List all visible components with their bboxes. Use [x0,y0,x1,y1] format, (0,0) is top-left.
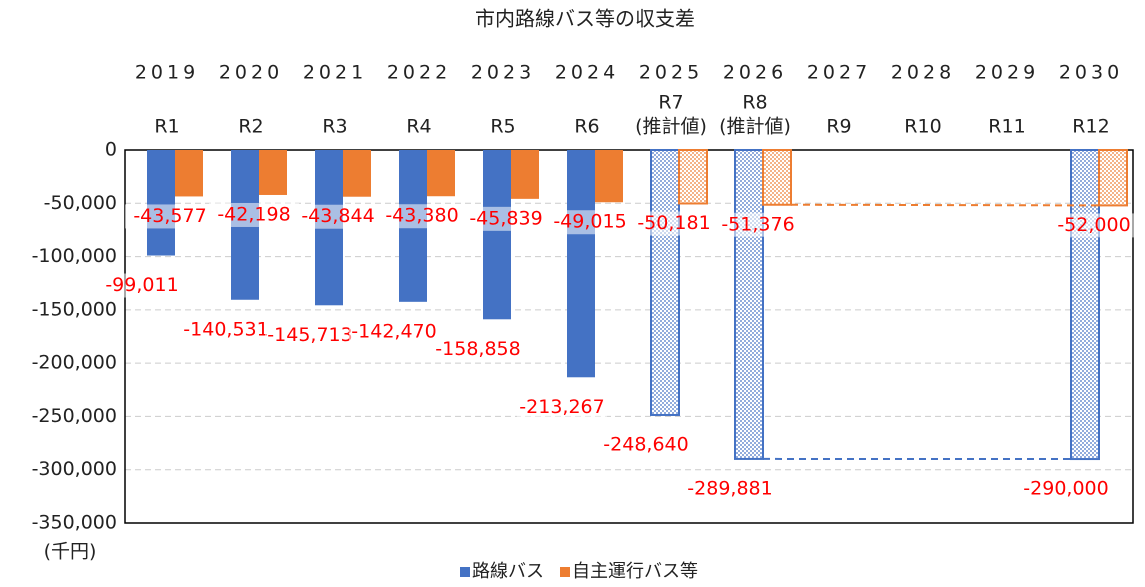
bar [679,150,707,203]
x-year-label: 2030 [1059,62,1123,84]
bar [595,150,623,202]
data-label: -158,858 [435,338,520,360]
data-label: -43,844 [301,205,374,227]
data-label: -99,011 [105,274,178,296]
bar [147,150,175,256]
x-year-label: 2021 [303,62,367,84]
data-label: -52,000 [1057,214,1130,236]
bar [1071,150,1099,459]
data-label: -140,531 [183,318,268,340]
trend-line [791,205,1099,206]
chart-title: 市内路線バス等の収支差 [475,7,695,31]
x-year-label: 2024 [555,62,619,84]
data-label: -145,713 [267,324,352,346]
x-era-label: R12 [1072,116,1109,138]
bar [567,150,595,377]
x-year-label: 2026 [723,62,787,84]
bar [343,150,371,197]
unit-label: (千円) [44,541,97,563]
data-label: -43,380 [385,205,458,227]
legend-swatch [560,567,570,577]
x-era-label: R2 [238,116,263,138]
x-year-label: 2027 [807,62,871,84]
bar [427,150,455,196]
x-year-label: 2022 [387,62,451,84]
x-year-label: 2028 [891,62,955,84]
x-era-label: (推計値) [719,116,791,138]
x-era-label: R6 [574,116,599,138]
bar [1099,150,1127,205]
x-era-label: R9 [826,116,851,138]
bar [175,150,203,196]
data-label: -213,267 [519,396,604,418]
bar [651,150,679,415]
x-era-label: R11 [988,116,1025,138]
x-era-label: R7 [658,92,683,114]
y-tick-label: -50,000 [44,192,117,214]
x-era-label: R10 [904,116,941,138]
bar [511,150,539,199]
bar [483,150,511,319]
bar [763,150,791,205]
bar [735,150,763,459]
y-tick-label: -200,000 [32,352,117,374]
data-label: -289,881 [687,477,772,499]
y-tick-label: -300,000 [32,458,117,480]
data-label: -142,470 [351,320,436,342]
data-label: -51,376 [721,213,794,235]
x-year-label: 2023 [471,62,535,84]
legend-label: 路線バス [472,561,544,582]
x-era-label: R8 [742,92,767,114]
x-year-label: 2025 [639,62,703,84]
data-label: -45,839 [469,207,542,229]
legend-swatch [460,567,470,577]
data-label: -290,000 [1023,478,1108,500]
data-label: -248,640 [603,433,688,455]
y-tick-label: -150,000 [32,298,117,320]
x-year-label: 2020 [219,62,283,84]
y-tick-label: 0 [105,139,117,161]
x-era-label: R1 [154,116,179,138]
y-tick-label: -100,000 [32,245,117,267]
x-era-label: (推計値) [635,116,707,138]
data-label: -43,577 [133,205,206,227]
data-label: -50,181 [637,212,710,234]
x-year-label: 2019 [135,62,199,84]
data-label: -49,015 [553,211,626,233]
x-era-label: R5 [490,116,515,138]
x-year-label: 2029 [975,62,1039,84]
y-tick-label: -350,000 [32,512,117,534]
legend-label: 自主運行バス等 [572,561,698,582]
data-label: -42,198 [217,203,290,225]
bar [259,150,287,195]
x-era-label: R4 [406,116,431,138]
y-tick-label: -250,000 [32,405,117,427]
x-era-label: R3 [322,116,347,138]
